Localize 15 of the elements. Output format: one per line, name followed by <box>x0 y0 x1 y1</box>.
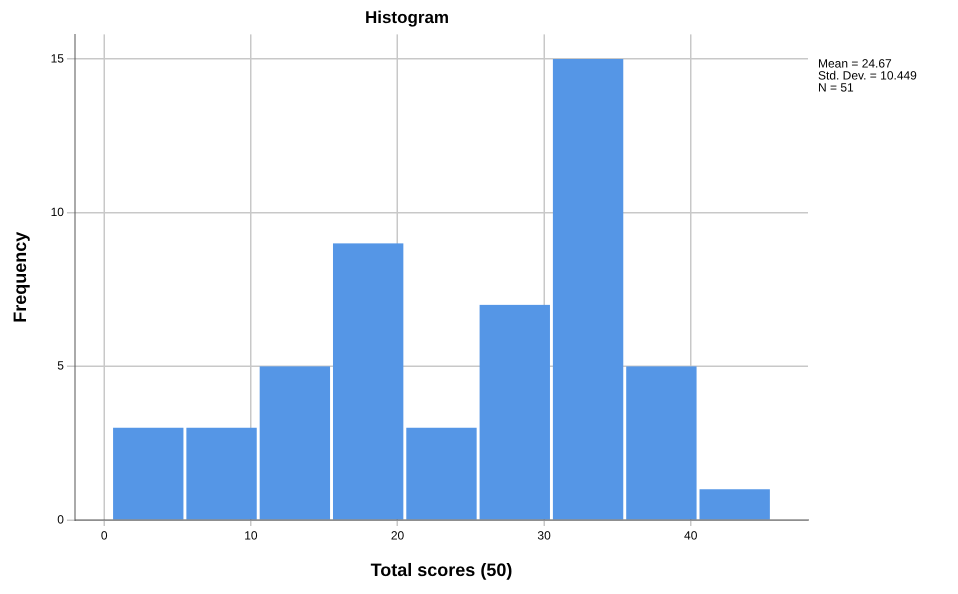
y-tick-label: 15 <box>50 51 64 66</box>
text: Std. Dev. = 10.449 <box>818 68 918 83</box>
y-axis-title: Frequency <box>10 232 30 323</box>
x-tick-label: 20 <box>390 528 404 543</box>
x-tick-label: 10 <box>244 528 258 543</box>
x-axis-title: Total scores (50) <box>370 560 512 580</box>
y-tick-label: 0 <box>57 512 64 526</box>
x-tick-label: 0 <box>100 528 108 543</box>
y-tick-label: 5 <box>57 358 64 373</box>
x-tick-label: 40 <box>684 528 698 543</box>
x-tick-label: 30 <box>537 528 552 543</box>
text: Mean = 24.67 <box>818 56 892 71</box>
y-tick-label: 10 <box>50 204 64 219</box>
text: N = 51 <box>818 80 854 95</box>
chart-title: Histogram <box>364 8 450 27</box>
